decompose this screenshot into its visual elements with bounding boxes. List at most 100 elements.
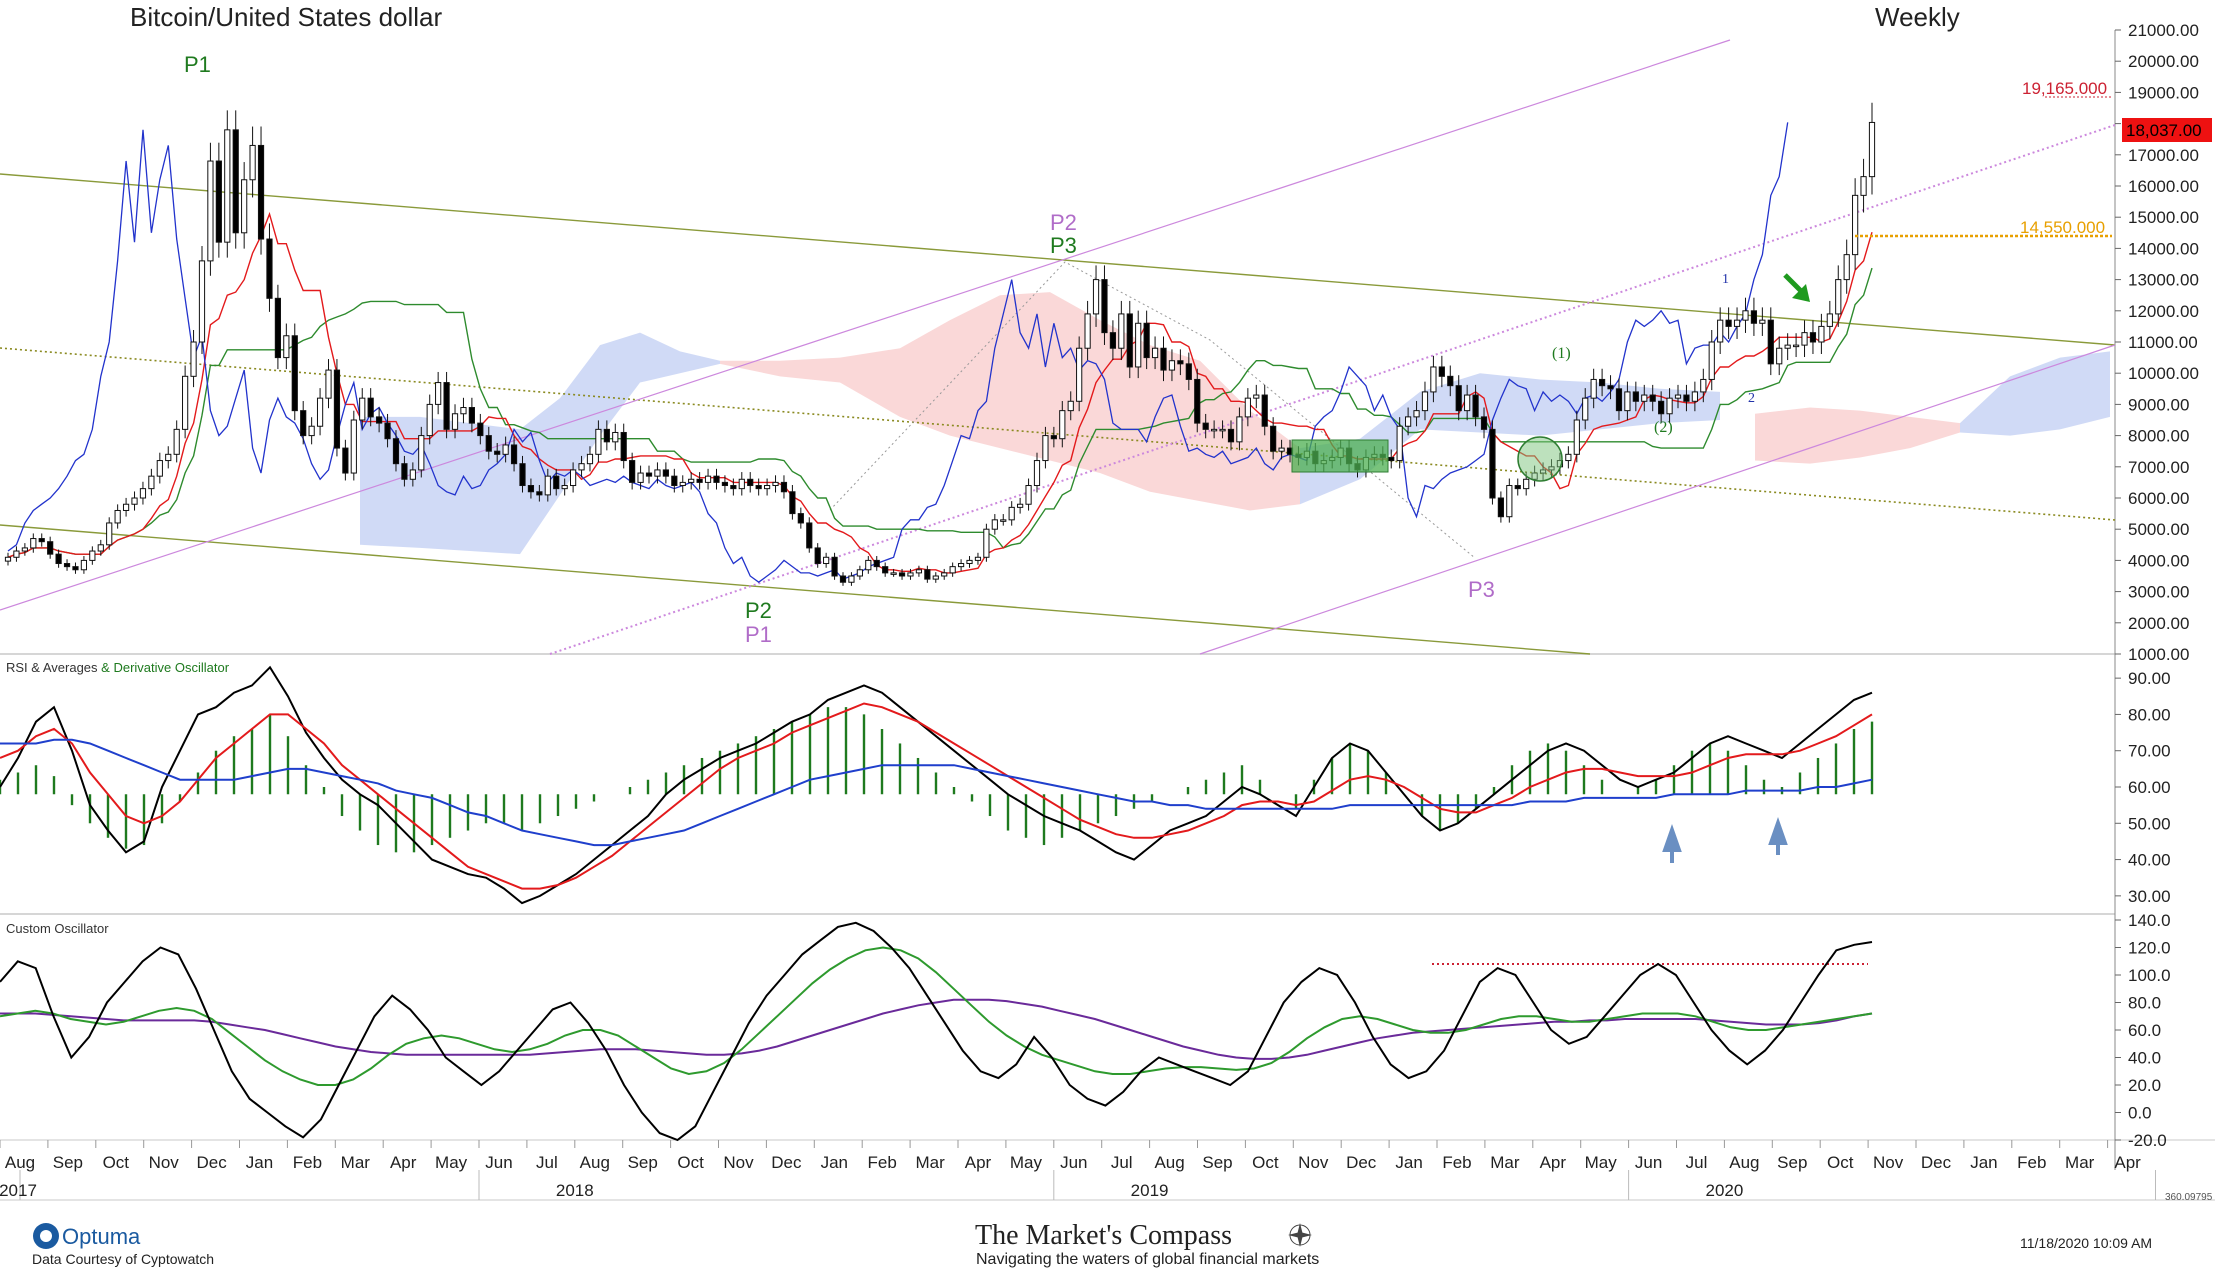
candle-up (957, 563, 965, 568)
candle-up (30, 538, 37, 549)
month-label: Jun (485, 1153, 512, 1172)
kijun-sen-line (7, 267, 1873, 558)
price-tick-label: 20000.00 (2128, 52, 2199, 71)
price-tick-label: 13000.00 (2128, 271, 2199, 290)
cloud-bear-future (1755, 407, 1960, 464)
candle-down (789, 491, 796, 515)
candle-up (974, 556, 982, 561)
candle-down (443, 382, 450, 430)
candle-down (510, 444, 518, 465)
candle-down (274, 297, 282, 359)
label-p1-violet: P1 (745, 622, 772, 647)
price-tick-label: 2000.00 (2128, 614, 2189, 633)
price-tick-label: 19000.00 (2128, 83, 2199, 102)
candle-up (1801, 332, 1808, 346)
month-label: Jul (1111, 1153, 1133, 1172)
candle-up (1405, 416, 1412, 427)
month-label: Mar (2065, 1153, 2095, 1172)
candle-up (350, 419, 357, 474)
candle-down (1615, 388, 1623, 412)
month-label: Oct (1827, 1153, 1854, 1172)
month-label: Oct (103, 1153, 130, 1172)
price-tick-label: 14000.00 (2128, 239, 2199, 258)
panel-tick-label: 80.0 (2128, 994, 2161, 1013)
optuma-logo (33, 1223, 59, 1249)
candle-up (1868, 121, 1876, 178)
panel-tick-label: 100.0 (2128, 966, 2171, 985)
candle-up (460, 407, 467, 415)
candle-down (1489, 428, 1496, 499)
year-label: 2017 (0, 1181, 37, 1200)
candle-down (1497, 497, 1504, 518)
candle-up (1708, 341, 1715, 380)
month-label: Jul (536, 1153, 558, 1172)
candle-down (882, 566, 889, 574)
candle-up (1118, 313, 1125, 349)
candle-down (1649, 394, 1656, 402)
price-tick-label: 6000.00 (2128, 489, 2189, 508)
candle-down (1194, 378, 1201, 424)
label-p2-violet: P2 (1050, 210, 1077, 235)
footer-subtitle: Navigating the waters of global financia… (976, 1251, 1319, 1268)
candle-down (1598, 378, 1606, 387)
candle-up (1413, 410, 1420, 418)
label-p1-green: P1 (184, 52, 211, 77)
green-arrow-head-icon (1792, 284, 1810, 302)
month-label: Nov (1298, 1153, 1329, 1172)
candle-down (72, 566, 79, 571)
candle-up (983, 528, 990, 558)
candle-down (1438, 366, 1445, 377)
candle-up (1717, 319, 1724, 343)
wave-label-2-paren: (2) (1654, 419, 1673, 436)
panel-tick-label: 70.00 (2128, 742, 2171, 761)
month-label: Feb (868, 1153, 897, 1172)
candle-up (679, 481, 686, 487)
candle-up (1776, 347, 1783, 365)
candle-up (915, 569, 923, 574)
candle-down (1101, 279, 1108, 334)
candle-down (232, 129, 239, 234)
panel-tick-label: 40.00 (2128, 851, 2171, 870)
panel-tick-label: 60.0 (2128, 1021, 2161, 1040)
candle-down (536, 491, 543, 496)
candle-up (224, 129, 231, 243)
month-label: Nov (723, 1153, 754, 1172)
price-tick-label: 11000.00 (2128, 333, 2198, 352)
corner-code: 360.09795 (2165, 1192, 2213, 1203)
candle-up (1464, 394, 1471, 412)
candle-up (949, 566, 956, 574)
price-tick-label: 9000.00 (2128, 395, 2189, 414)
candle-down (1126, 313, 1133, 368)
cloud-bull-2020 (1300, 373, 1720, 505)
candle-down (662, 469, 669, 477)
level-label-upper: 19,165.000 (2022, 79, 2107, 98)
oscillator-y-axis: -20.0 0.0 20.0 40.0 60.0 80.0 100.0 120.0 140.0 (2115, 911, 2171, 1150)
candle-up (688, 478, 695, 483)
price-tick-label: 15000.00 (2128, 208, 2199, 227)
channel-violet-lower (1199, 344, 2116, 655)
candle-down (1177, 360, 1184, 365)
candle-down (477, 422, 484, 437)
candle-down (1750, 310, 1758, 324)
candle-down (1607, 385, 1614, 390)
candle-down (1683, 394, 1690, 402)
candle-down (1109, 332, 1117, 349)
candle-up (1076, 347, 1083, 402)
osc-panel-title: Custom Oscillator (6, 921, 109, 936)
candle-up (1059, 410, 1066, 440)
candle-up (1135, 322, 1142, 368)
candle-down (392, 438, 400, 465)
candle-down (1388, 456, 1395, 462)
month-label: Feb (2017, 1153, 2046, 1172)
candle-up (1168, 360, 1176, 371)
candle-up (1244, 397, 1251, 418)
candle-down (266, 238, 273, 299)
month-label: Aug (1729, 1153, 1759, 1172)
level-label-lower: 14,550.000 (2020, 218, 2105, 237)
candle-up (1506, 485, 1513, 518)
cloud-bear-2019 (720, 292, 1300, 511)
price-tick-label: 12000.00 (2128, 302, 2199, 321)
candle-down (755, 485, 762, 490)
candle-down (696, 478, 703, 483)
candle-down (806, 522, 813, 549)
